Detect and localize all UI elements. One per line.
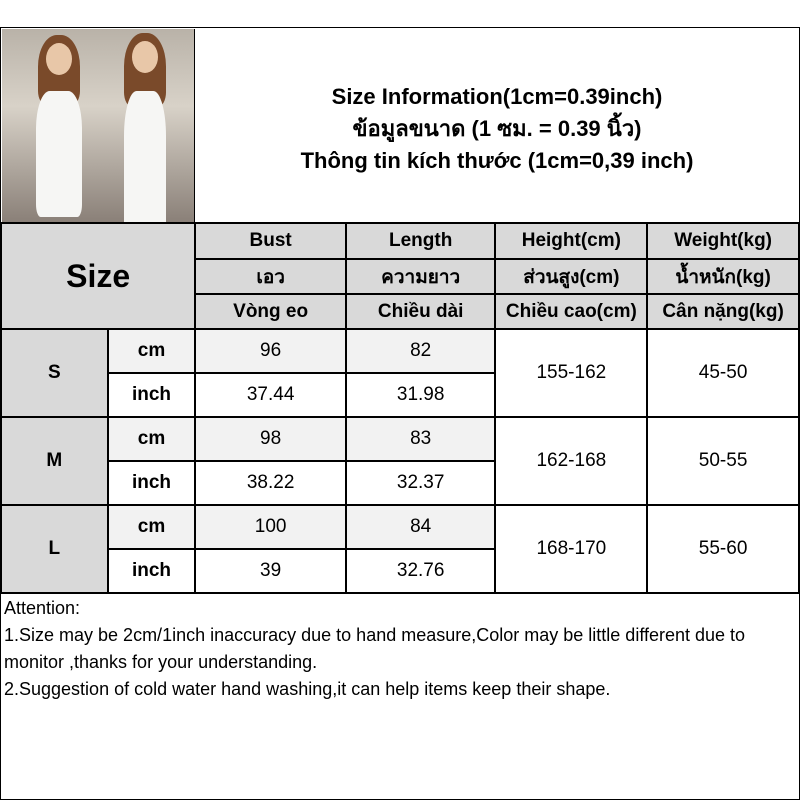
table-row: L cm 100 84 168-170 55-60 bbox=[0, 504, 800, 594]
height-range: 168-170 bbox=[494, 504, 649, 594]
size-s: S bbox=[0, 328, 109, 418]
unit-cm: cm bbox=[106, 416, 197, 462]
size-table: Size Bust Length Height(cm) Weight(kg) เ… bbox=[0, 222, 800, 594]
length-cm: 82 bbox=[344, 328, 497, 374]
size-info-title: Size Information(1cm=0.39inch) ข้อมูลขนา… bbox=[195, 29, 799, 222]
bust-cm: 100 bbox=[194, 504, 347, 550]
length-cm: 84 bbox=[344, 504, 497, 550]
attention-note-1: 1.Size may be 2cm/1inch inaccuracy due t… bbox=[4, 625, 746, 672]
attention-note-2: 2.Suggestion of cold water hand washing,… bbox=[4, 679, 611, 699]
weight-range: 55-60 bbox=[646, 504, 800, 594]
size-l: L bbox=[0, 504, 109, 594]
unit-inch: inch bbox=[106, 372, 197, 418]
unit-cm: cm bbox=[106, 328, 197, 374]
col-height-th: ส่วนสูง(cm) bbox=[494, 258, 649, 295]
length-inch: 32.37 bbox=[344, 460, 497, 506]
height-range: 155-162 bbox=[494, 328, 649, 418]
attention-heading: Attention: bbox=[4, 598, 81, 618]
product-photo bbox=[2, 29, 195, 222]
length-cm: 83 bbox=[344, 416, 497, 462]
col-bust-vi: Vòng eo bbox=[194, 293, 347, 330]
table-row: S cm 96 82 155-162 45-50 bbox=[0, 328, 800, 418]
length-inch: 32.76 bbox=[344, 548, 497, 594]
unit-inch: inch bbox=[106, 460, 197, 506]
bust-cm: 96 bbox=[194, 328, 347, 374]
col-length-en: Length bbox=[344, 222, 497, 260]
bust-inch: 39 bbox=[194, 548, 347, 594]
col-length-vi: Chiều dài bbox=[344, 293, 497, 330]
col-bust-en: Bust bbox=[194, 222, 347, 260]
bust-cm: 98 bbox=[194, 416, 347, 462]
col-length-th: ความยาว bbox=[344, 258, 497, 295]
col-weight-vi: Cân nặng(kg) bbox=[646, 293, 800, 330]
title-thai: ข้อมูลขนาด (1 ซม. = 0.39 นิ้ว) bbox=[352, 116, 642, 141]
height-range: 162-168 bbox=[494, 416, 649, 506]
col-weight-en: Weight(kg) bbox=[646, 222, 800, 260]
col-height-vi: Chiều cao(cm) bbox=[494, 293, 649, 330]
table-row: inch 38.22 32.37 bbox=[1, 460, 799, 506]
title-vietnamese: Thông tin kích thước (1cm=0,39 inch) bbox=[300, 148, 694, 173]
size-header: Size bbox=[0, 222, 197, 330]
unit-cm: cm bbox=[106, 504, 197, 550]
weight-range: 45-50 bbox=[646, 328, 800, 418]
bust-inch: 37.44 bbox=[194, 372, 347, 418]
col-height-en: Height(cm) bbox=[494, 222, 649, 260]
length-inch: 31.98 bbox=[344, 372, 497, 418]
attention-notes: Attention: 1.Size may be 2cm/1inch inacc… bbox=[4, 595, 798, 703]
col-bust-th: เอว bbox=[194, 258, 347, 295]
title-english: Size Information(1cm=0.39inch) bbox=[331, 84, 663, 109]
size-m: M bbox=[0, 416, 109, 506]
table-row: M cm 98 83 162-168 50-55 bbox=[0, 416, 800, 506]
col-weight-th: น้ำหนัก(kg) bbox=[646, 258, 800, 295]
table-row: inch 39 32.76 bbox=[1, 548, 799, 594]
unit-inch: inch bbox=[106, 548, 197, 594]
bust-inch: 38.22 bbox=[194, 460, 347, 506]
table-row: inch 37.44 31.98 bbox=[1, 372, 799, 418]
weight-range: 50-55 bbox=[646, 416, 800, 506]
